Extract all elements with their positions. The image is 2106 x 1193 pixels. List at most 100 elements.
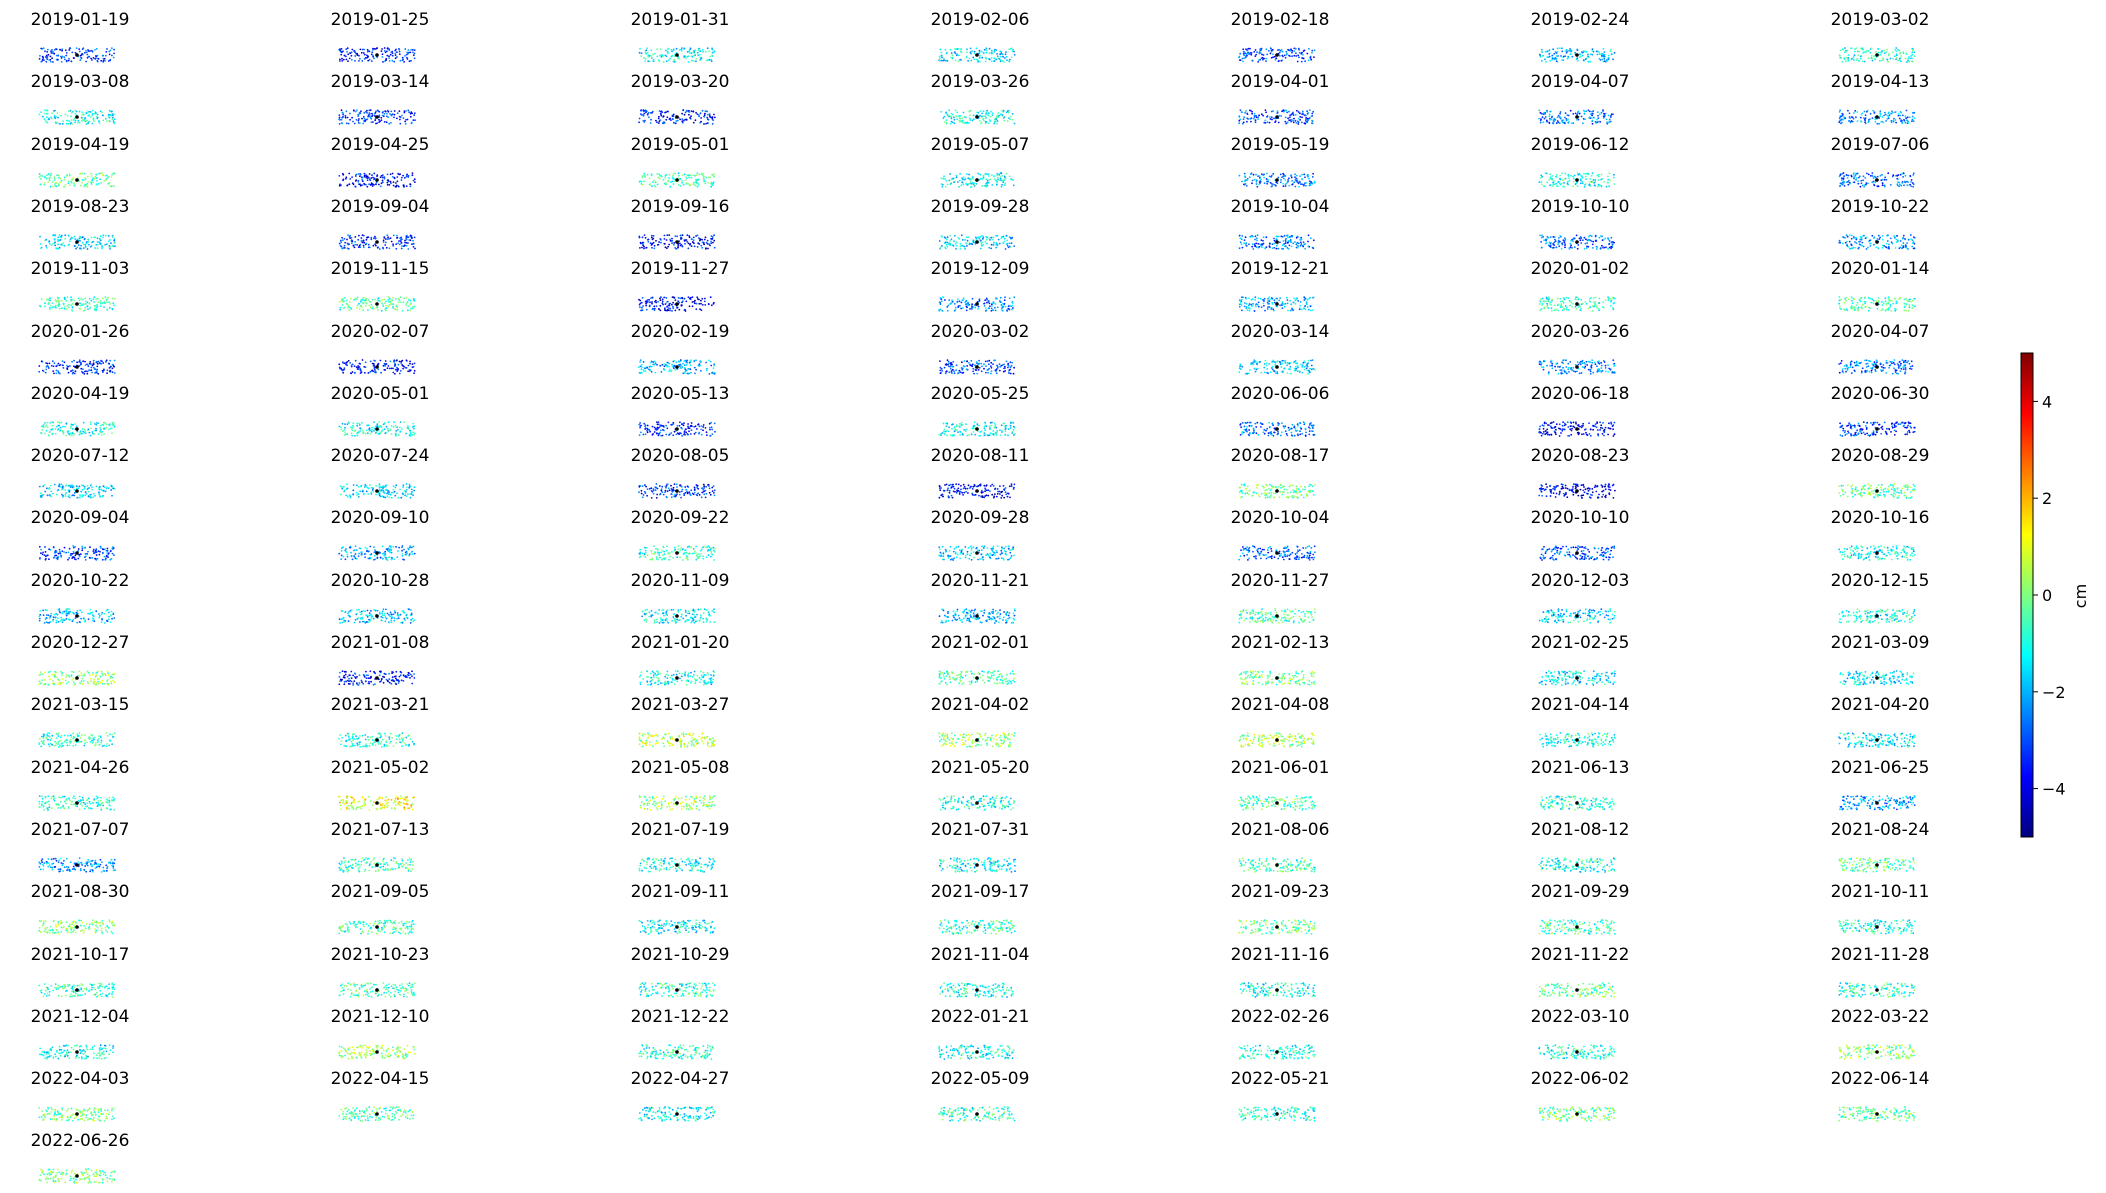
scatter-point: [1243, 305, 1246, 308]
scatter-point: [1579, 235, 1582, 238]
scatter-point: [668, 173, 671, 176]
scatter-point: [671, 115, 674, 118]
scatter-point: [1591, 50, 1594, 52]
scatter-point: [983, 48, 986, 51]
scatter-point: [366, 176, 369, 179]
scatter-point: [949, 172, 951, 175]
scatter-point: [708, 113, 711, 116]
scatter-point: [60, 61, 63, 63]
scatter-point: [93, 301, 95, 304]
scatter-point: [704, 297, 706, 300]
scatter-point: [54, 182, 56, 185]
scatter-point: [95, 116, 98, 118]
scatter-point: [1911, 304, 1914, 307]
scatter-point: [1885, 51, 1888, 53]
scatter-point: [67, 234, 70, 237]
scatter-point: [1244, 180, 1246, 182]
scatter-point: [1567, 55, 1570, 58]
scatter-point: [1563, 181, 1565, 184]
scatter-point: [950, 52, 953, 54]
scatter-point: [1311, 309, 1314, 312]
scatter-point: [666, 48, 669, 51]
scatter-point: [1248, 109, 1251, 112]
scatter-point: [109, 49, 112, 52]
scatter-point: [1576, 299, 1579, 301]
scatter-point: [1250, 298, 1253, 301]
scatter-point: [394, 298, 397, 300]
scatter-point: [1543, 239, 1546, 241]
scatter-point: [988, 307, 991, 310]
scatter-point: [1596, 174, 1599, 176]
scatter-point: [404, 239, 406, 242]
scatter-point: [78, 122, 81, 124]
scatter-point: [386, 173, 389, 175]
scatter-point: [1269, 181, 1272, 184]
scatter-point: [1559, 298, 1562, 300]
scatter-point: [1008, 236, 1011, 238]
scatter-point: [367, 243, 370, 246]
scatter-point: [1594, 296, 1597, 299]
scatter-point: [1585, 303, 1588, 305]
scatter-point: [1876, 308, 1879, 310]
scatter-point: [963, 116, 966, 118]
panel-2019-03-26: 2019-03-26: [915, 72, 1175, 134]
scatter-point: [110, 184, 113, 187]
scatter-point: [1913, 55, 1916, 58]
scatter-point: [1281, 54, 1284, 57]
scatter-point: [940, 111, 943, 113]
scatter-point: [1262, 242, 1265, 245]
scatter-point: [694, 49, 697, 51]
scatter-point: [1286, 241, 1289, 244]
scatter-point: [113, 239, 116, 242]
scatter-point: [1286, 296, 1288, 299]
scatter-point: [399, 118, 401, 121]
scatter-point: [1602, 301, 1605, 304]
scatter-point: [648, 304, 651, 307]
scatter-point: [1254, 299, 1257, 301]
scatter-point: [705, 176, 708, 178]
scatter-point: [641, 236, 644, 239]
scatter-point: [367, 309, 369, 312]
scatter-point: [1269, 118, 1272, 121]
scatter-point: [1886, 118, 1889, 121]
scatter-point: [981, 184, 983, 187]
scatter-point: [1257, 297, 1260, 300]
scatter-point: [983, 302, 986, 305]
scatter-point: [1305, 181, 1308, 184]
scatter-point: [1609, 50, 1612, 53]
scatter-point: [681, 304, 683, 307]
scatter-point: [1305, 114, 1307, 117]
scatter-point: [411, 237, 413, 239]
scatter-point: [1559, 113, 1561, 115]
scatter-point: [1906, 183, 1909, 186]
scatter-point: [1879, 110, 1882, 113]
scatter-point: [701, 304, 704, 306]
panel-2019-05-01: 2019-05-01: [615, 135, 875, 197]
scatter-point: [971, 297, 974, 300]
scatter-point: [1292, 114, 1295, 117]
scatter-point: [346, 116, 349, 119]
scatter-point: [102, 57, 105, 60]
panel-scatter: [338, 171, 416, 188]
scatter-point: [339, 244, 342, 247]
scatter-point: [102, 234, 105, 237]
scatter-point: [1241, 57, 1244, 60]
scatter-point: [368, 182, 370, 185]
scatter-point: [1253, 310, 1256, 313]
scatter-point: [376, 173, 379, 176]
scatter-point: [701, 241, 704, 244]
scatter-point: [651, 246, 653, 249]
scatter-point: [1877, 51, 1880, 54]
scatter-point: [1911, 120, 1913, 123]
scatter-point: [644, 236, 647, 239]
scatter-point: [95, 112, 97, 115]
scatter-point: [352, 120, 354, 123]
scatter-point: [689, 183, 692, 186]
scatter-point: [1862, 178, 1864, 181]
scatter-point: [1902, 234, 1905, 237]
scatter-point: [52, 61, 54, 63]
scatter-point: [700, 120, 702, 123]
scatter-point: [1263, 298, 1266, 300]
scatter-point: [96, 113, 99, 116]
scatter-point: [988, 237, 991, 239]
